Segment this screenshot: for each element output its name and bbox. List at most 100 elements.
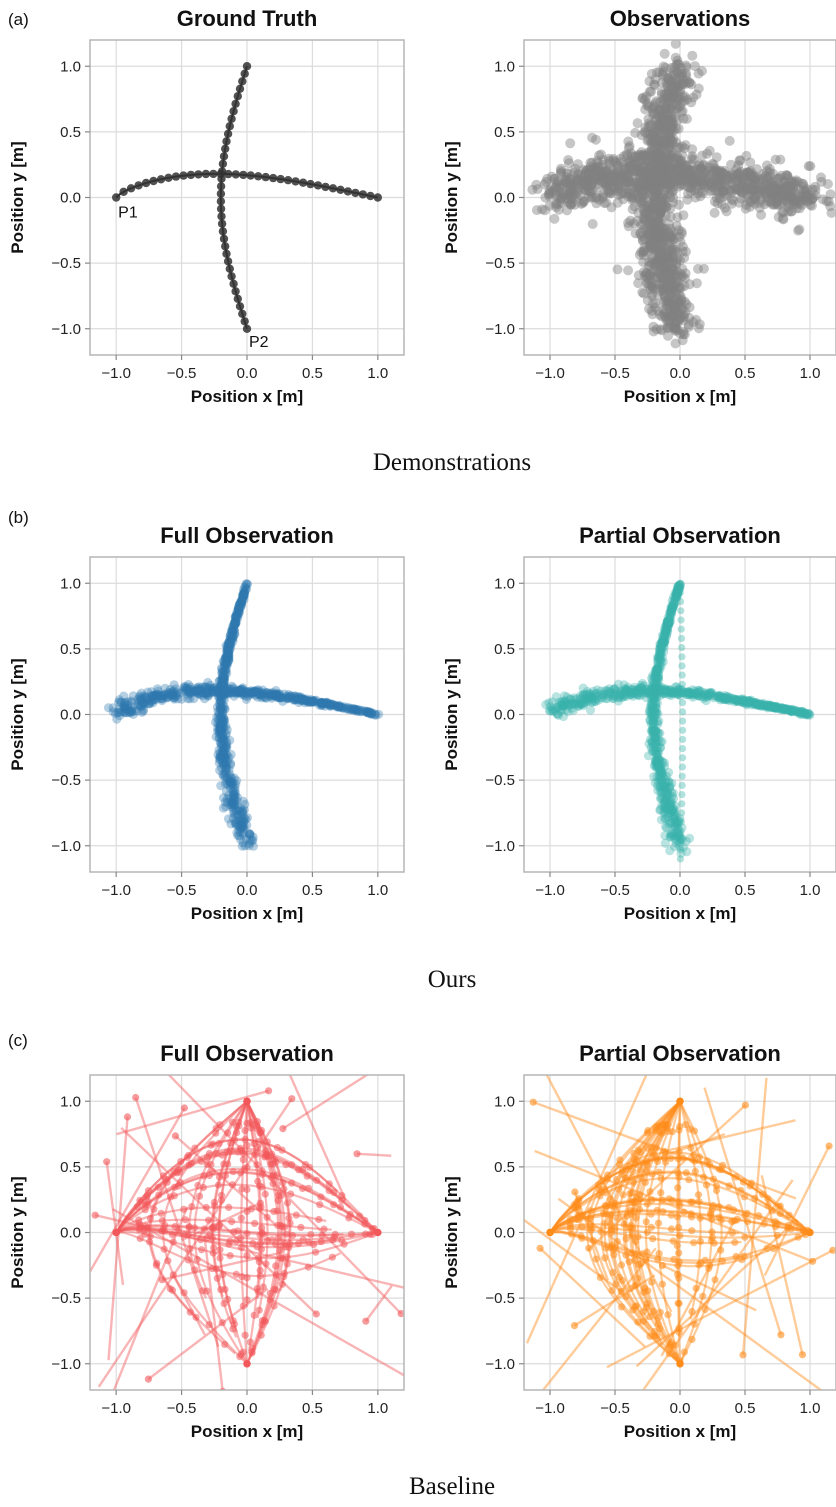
observation-point [662,150,673,161]
prediction-point [114,695,124,705]
observation-point [668,181,679,192]
prediction-point [230,791,240,801]
prediction-point [236,597,246,607]
prediction-point [189,694,199,704]
observation-point [624,157,635,168]
prediction-point [215,722,225,732]
prediction-point [308,697,318,707]
observation-point [713,181,724,191]
observation-point [681,62,692,73]
observation-point [665,322,676,333]
observation-point [659,134,670,145]
observation-point [578,196,589,207]
prediction-point [149,693,159,703]
prediction-point [173,694,183,704]
observation-point [640,208,651,219]
observation-point [646,146,657,157]
observation-point [580,165,591,176]
prediction-point [154,691,164,701]
observation-point [765,178,776,189]
observation-point [664,306,675,316]
observation-point [630,127,641,138]
observation-point [728,173,739,184]
observation-point [688,317,699,327]
baseline-point [91,1211,99,1219]
observation-point [661,223,671,234]
observation-point [666,116,677,127]
observation-point [732,182,743,193]
observation-point [661,141,672,152]
observation-point [680,140,691,151]
data-point [223,257,233,266]
observation-point [655,162,666,173]
observation-point [665,273,676,284]
prediction-point [261,688,271,698]
observation-point [670,40,681,49]
observation-point [651,257,662,268]
y-axis-label: Position y [m] [8,141,27,253]
observation-point [634,163,645,174]
prediction-point [234,604,244,614]
observation-point [623,217,634,228]
prediction-point [333,701,344,711]
prediction-point [240,582,250,592]
observation-point [716,179,727,190]
observation-point [640,168,650,179]
prediction-point [227,802,237,812]
prediction-point [253,690,263,700]
data-point [112,193,121,202]
observation-point [714,189,725,200]
prediction-point [176,688,186,698]
observation-point [634,181,645,192]
observation-point [640,215,651,226]
observation-point [664,103,675,114]
observation-point [661,177,672,188]
observation-point [825,201,836,212]
prediction-point [297,695,307,705]
observation-point [633,270,644,281]
observation-point [735,185,746,196]
prediction-point [217,736,228,746]
observation-point [644,220,655,231]
observation-point [659,168,670,179]
prediction-point [148,691,158,701]
prediction-point [222,645,232,655]
observation-point [700,165,711,176]
observation-point [661,78,672,89]
prediction-point [215,687,226,697]
data-point [298,178,308,187]
prediction-point [146,687,157,697]
observation-point [654,208,665,219]
observation-point [672,84,683,95]
observation-point [643,122,654,133]
observation-point [575,190,586,201]
prediction-point [222,659,232,669]
observation-point [666,63,677,73]
observation-point [660,210,671,221]
observation-point [668,243,679,254]
observation-point [667,92,678,103]
observation-point [677,271,688,282]
observation-point [660,307,671,318]
data-marks [112,61,382,333]
prediction-point [231,612,241,623]
observation-point [694,164,705,175]
prediction-point [370,710,380,720]
observation-point [661,268,672,279]
prediction-point [272,690,282,700]
observation-point [605,175,616,186]
observation-point [676,306,687,317]
observation-point [674,142,684,153]
observation-point [653,135,664,146]
observation-point [712,177,723,188]
observation-point [613,174,624,185]
observation-point [804,190,814,201]
observation-point [680,307,691,317]
observation-point [772,173,783,184]
prediction-point [225,634,235,644]
observation-point [662,164,673,175]
observation-point [646,144,657,155]
observation-point [644,270,655,281]
observation-point [758,185,769,196]
prediction-point [214,686,224,696]
